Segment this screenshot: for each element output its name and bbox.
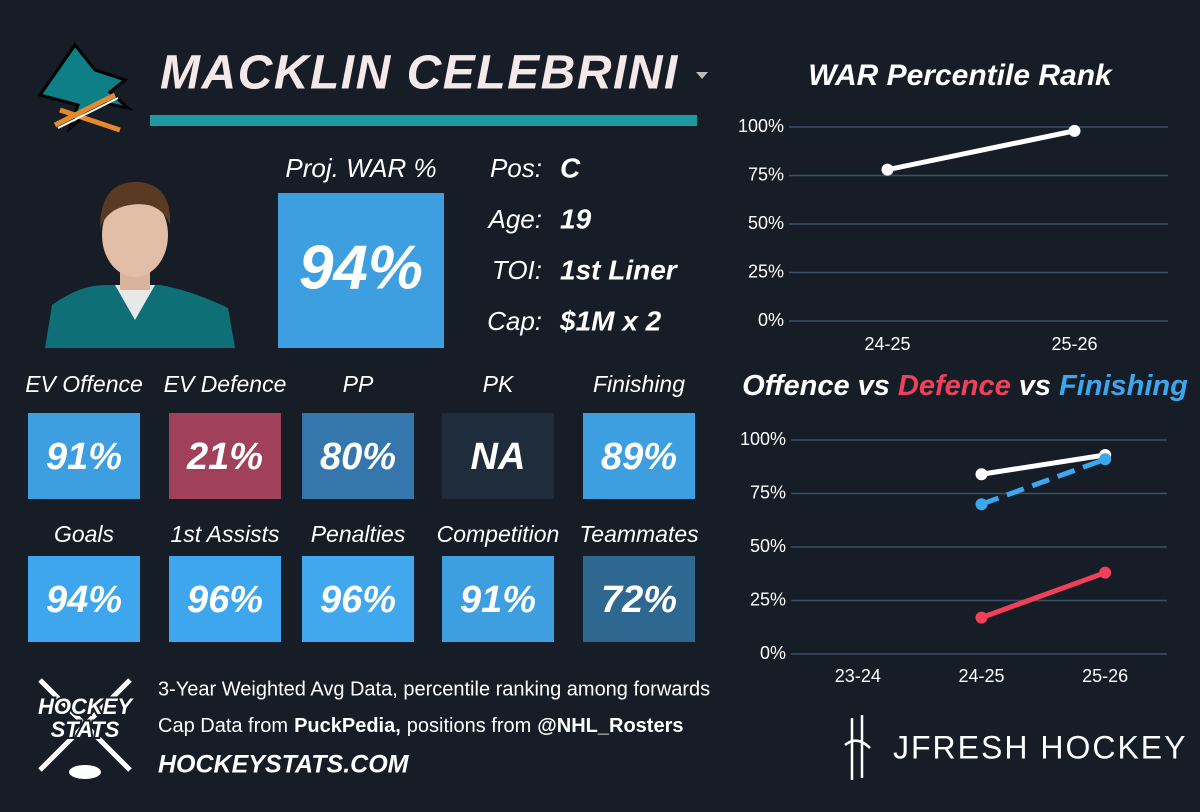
info-value: 1st Liner xyxy=(560,254,679,285)
y-tick-label: 100% xyxy=(738,116,784,136)
info-value: 19 xyxy=(560,203,592,234)
tile-label: EV Defence xyxy=(164,371,287,397)
brand-icon xyxy=(844,715,871,780)
x-tick-label: 24-25 xyxy=(958,666,1004,686)
tile-label: Finishing xyxy=(593,371,685,397)
data-line xyxy=(980,456,1107,507)
tile-box xyxy=(28,556,140,642)
footnote-part: Cap Data from xyxy=(158,715,288,737)
tile-value: 96% xyxy=(320,579,396,621)
data-point xyxy=(1099,453,1112,466)
y-tick-label: 75% xyxy=(748,164,784,184)
info-label: Cap: xyxy=(487,306,542,336)
tile-label: Goals xyxy=(54,521,115,547)
legend-entry: Offence xyxy=(742,370,849,402)
y-tick-label: 0% xyxy=(760,643,786,663)
proj-war-label: Proj. WAR % xyxy=(285,153,436,183)
tile-label: Teammates xyxy=(579,521,699,547)
tile-value: 91% xyxy=(46,436,122,478)
logo-line: HOCKEY xyxy=(38,694,134,719)
charts: WAR Percentile Rank 0% 25% 50% 75% 100% 24-25 2… xyxy=(738,59,1188,686)
tile-label: PK xyxy=(483,371,515,397)
stat-tiles: EV Offence 91% EV Defence 21% PP 80% PK NA Finis… xyxy=(25,371,699,642)
x-tick-label: 23-24 xyxy=(835,666,881,686)
y-tick-label: 0% xyxy=(758,310,784,330)
y-tick-label: 25% xyxy=(748,261,784,281)
tile-value: 91% xyxy=(460,579,536,621)
team-logo xyxy=(37,42,134,133)
data-point xyxy=(975,611,988,624)
chart-title: WAR Percentile Rank xyxy=(808,59,1113,92)
footnote: Cap Data from PuckPedia, positions from @NH… xyxy=(158,715,683,737)
tile-box xyxy=(302,556,414,642)
tile-box xyxy=(583,413,695,499)
tile-box xyxy=(169,556,281,642)
proj-war-value: 94% xyxy=(299,233,423,302)
tile-label: Penalties xyxy=(311,521,406,547)
legend-entry: Defence xyxy=(898,370,1011,402)
info-label: Age: xyxy=(487,204,543,234)
brand-name: JFRESH HOCKEY xyxy=(893,729,1187,765)
title-connector: vs xyxy=(1019,370,1051,402)
footnote-part: positions from xyxy=(407,715,532,737)
tile-value: 89% xyxy=(601,436,677,478)
player-name: MACKLIN CELEBRINI xyxy=(160,47,679,100)
logo-line: STATS xyxy=(51,717,120,742)
x-tick-label: 24-25 xyxy=(864,334,910,354)
data-point xyxy=(975,468,988,481)
info-list: Pos: C Age: 19 TOI: 1st Liner Cap: $1M x 2 xyxy=(487,152,679,336)
info-label: Pos: xyxy=(490,153,542,183)
y-tick-label: 75% xyxy=(750,482,786,502)
player-photo xyxy=(45,181,235,348)
data-point xyxy=(881,163,894,176)
tile-value: 72% xyxy=(601,579,677,621)
data-line xyxy=(980,570,1107,620)
data-point xyxy=(975,498,988,511)
info-value: $1M x 2 xyxy=(559,305,662,336)
tile-label: PP xyxy=(343,371,374,397)
footnote-handle: @NHL_Rosters xyxy=(537,715,683,737)
dropdown-arrow[interactable] xyxy=(696,72,708,79)
footnote: 3-Year Weighted Avg Data, percentile ran… xyxy=(158,678,710,700)
info-value: C xyxy=(560,152,581,183)
tile-box xyxy=(169,413,281,499)
hockeystats-logo: HOCKEY STATS xyxy=(36,678,136,779)
tile-box xyxy=(442,556,554,642)
proj-war-box xyxy=(278,193,444,348)
title-connector: vs xyxy=(858,370,890,402)
y-tick-label: 25% xyxy=(750,589,786,609)
tile-label: Competition xyxy=(437,521,560,547)
chart-title: Offence vs Defence vs Finishing xyxy=(742,370,1188,402)
tile-box xyxy=(442,413,554,499)
data-line xyxy=(981,452,1106,477)
tile-box xyxy=(28,413,140,499)
y-tick-label: 50% xyxy=(750,536,786,556)
x-tick-label: 25-26 xyxy=(1051,334,1097,354)
tile-box xyxy=(302,413,414,499)
data-line xyxy=(886,128,1076,173)
x-tick-label: 25-26 xyxy=(1082,666,1128,686)
y-tick-label: 50% xyxy=(748,213,784,233)
tile-value: 96% xyxy=(187,579,263,621)
accent-bar xyxy=(150,115,697,126)
site-url[interactable]: HOCKEYSTATS.COM xyxy=(158,751,410,779)
tile-value: NA xyxy=(471,436,526,478)
footnote-source: PuckPedia, xyxy=(294,715,401,737)
info-label: TOI: xyxy=(492,255,542,285)
tile-value: 80% xyxy=(320,436,396,478)
tile-label: 1st Assists xyxy=(170,521,280,547)
data-point xyxy=(1099,566,1112,579)
y-tick-label: 100% xyxy=(740,429,786,449)
tile-box xyxy=(583,556,695,642)
tile-label: EV Offence xyxy=(25,371,143,397)
legend-entry: Finishing xyxy=(1059,370,1188,402)
data-point xyxy=(1068,124,1081,137)
tile-value: 21% xyxy=(186,436,263,478)
tile-value: 94% xyxy=(46,579,122,621)
